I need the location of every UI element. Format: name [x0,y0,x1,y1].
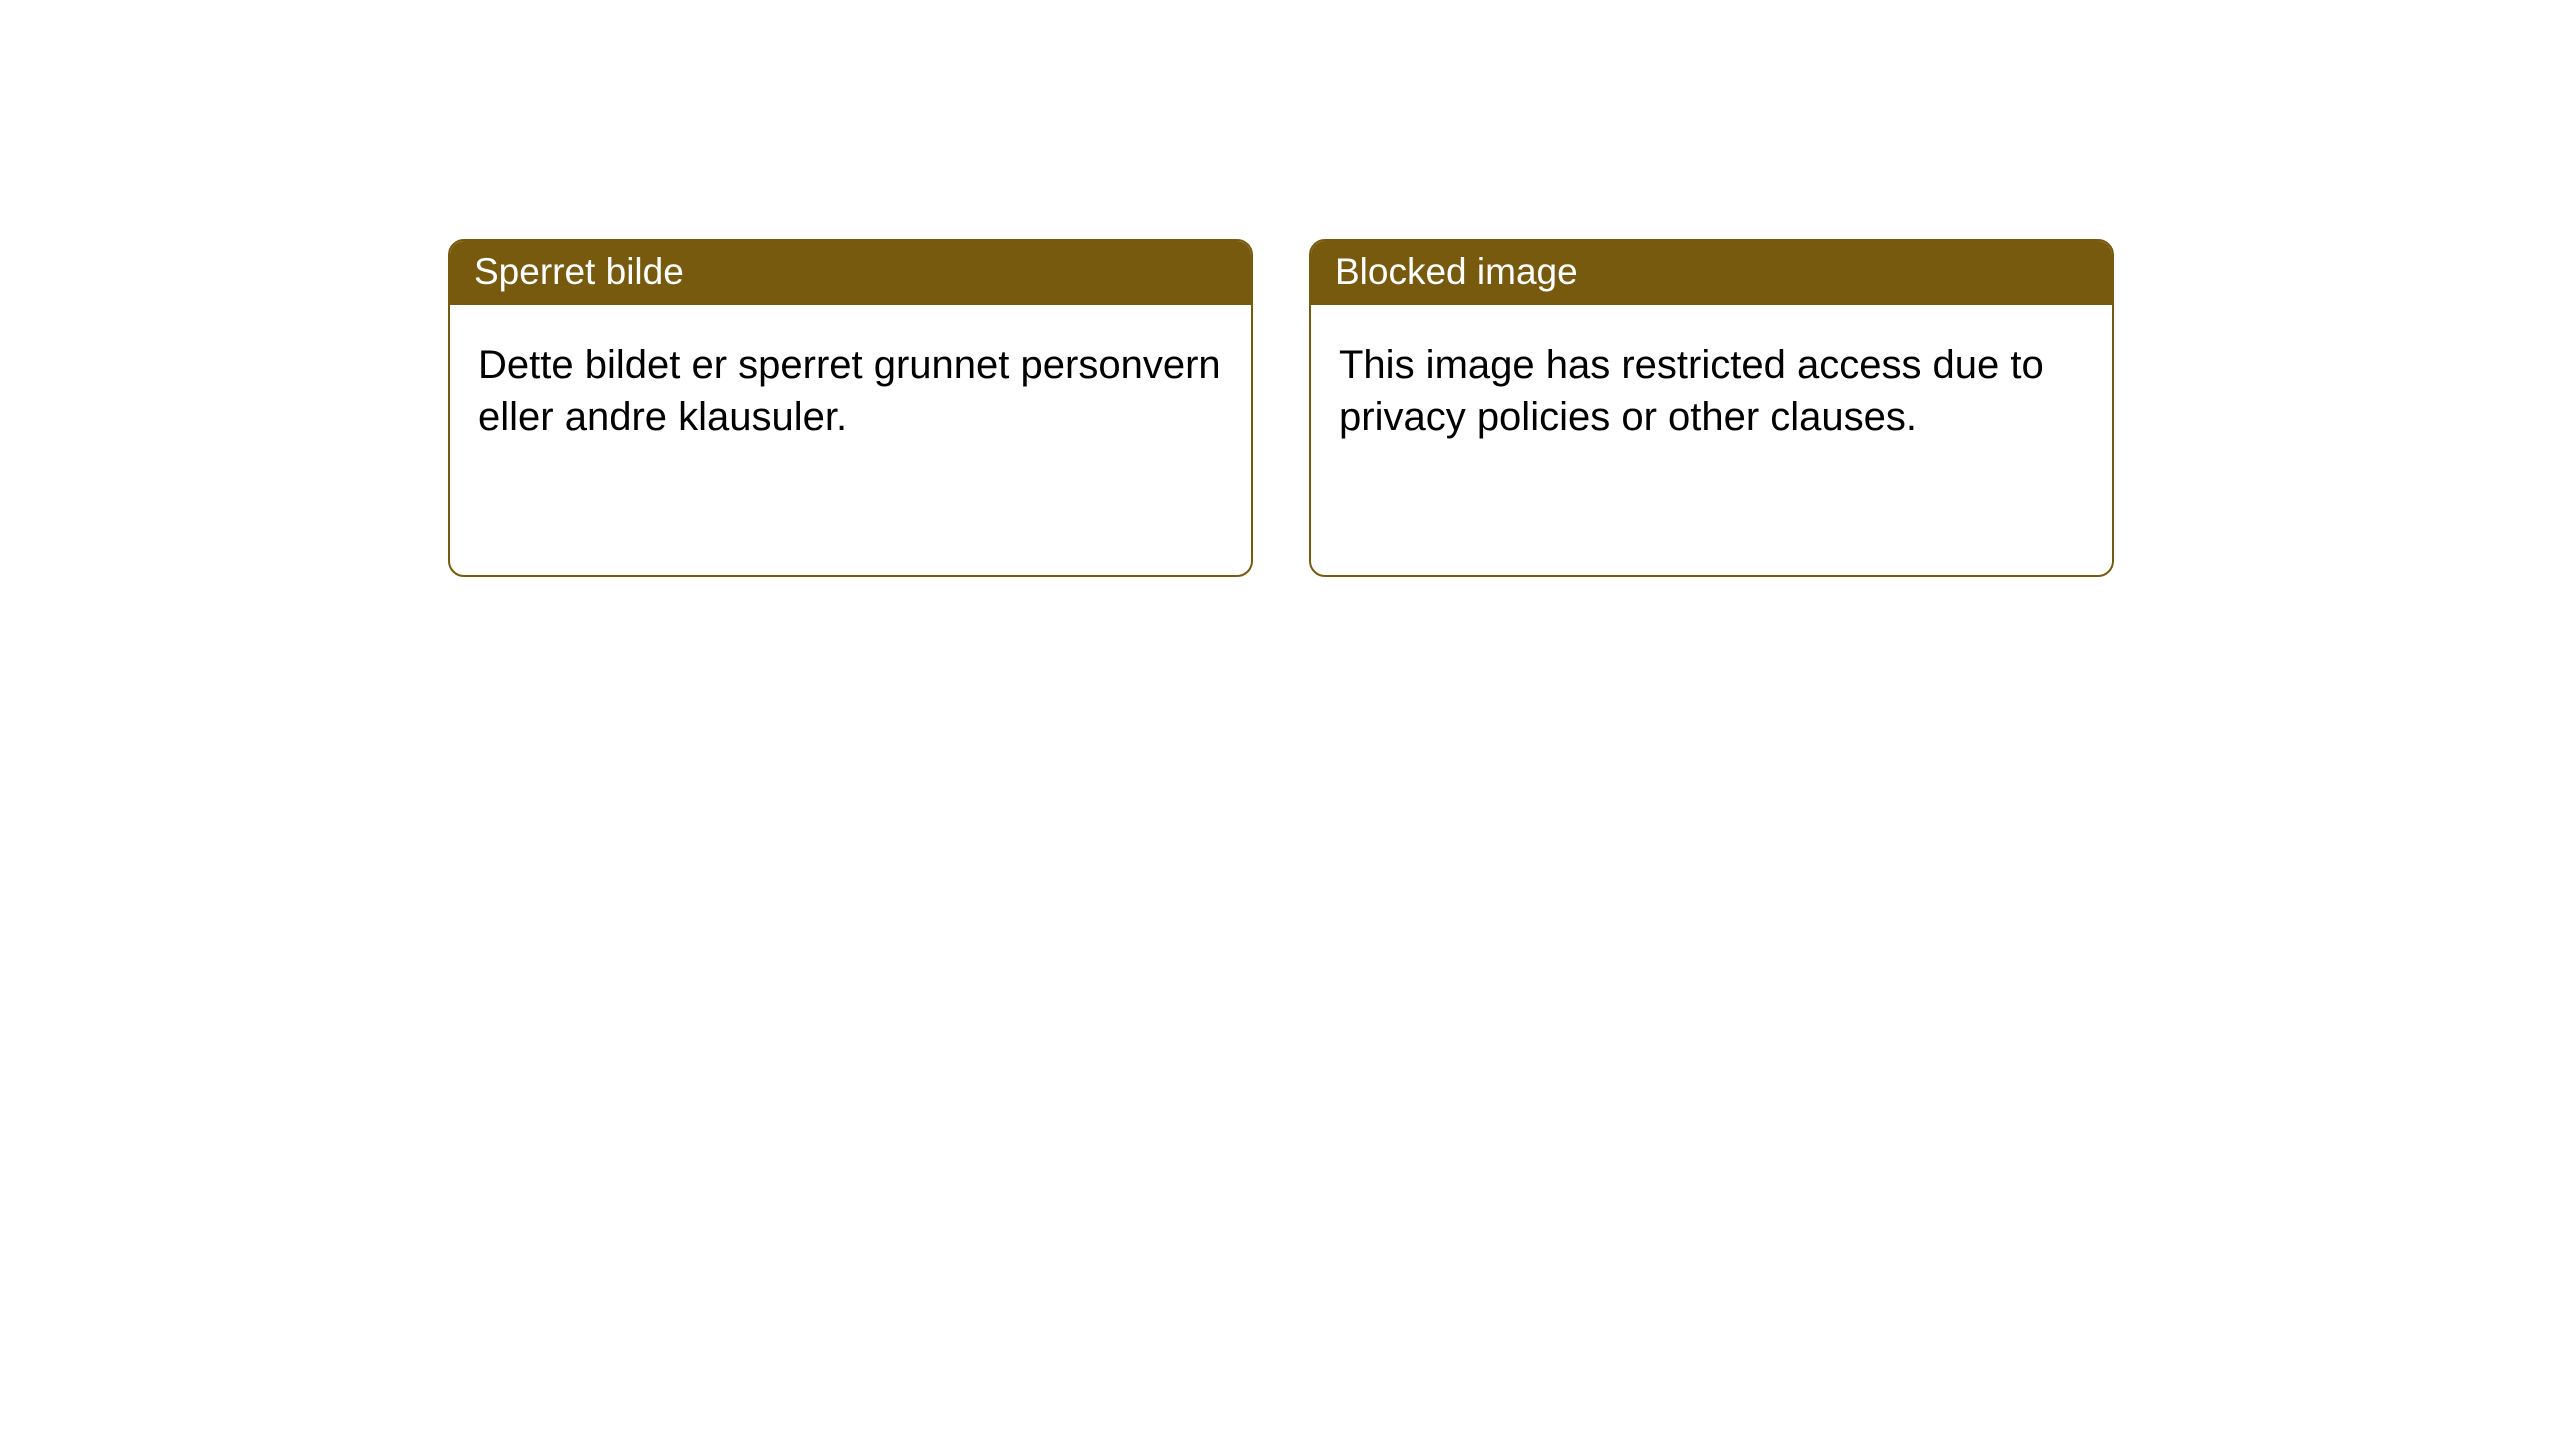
notice-body: This image has restricted access due to … [1311,305,2112,575]
notice-title: Sperret bilde [450,241,1251,305]
notice-container: Sperret bilde Dette bildet er sperret gr… [448,239,2114,577]
notice-body: Dette bildet er sperret grunnet personve… [450,305,1251,575]
notice-card-english: Blocked image This image has restricted … [1309,239,2114,577]
notice-card-norwegian: Sperret bilde Dette bildet er sperret gr… [448,239,1253,577]
notice-title: Blocked image [1311,241,2112,305]
